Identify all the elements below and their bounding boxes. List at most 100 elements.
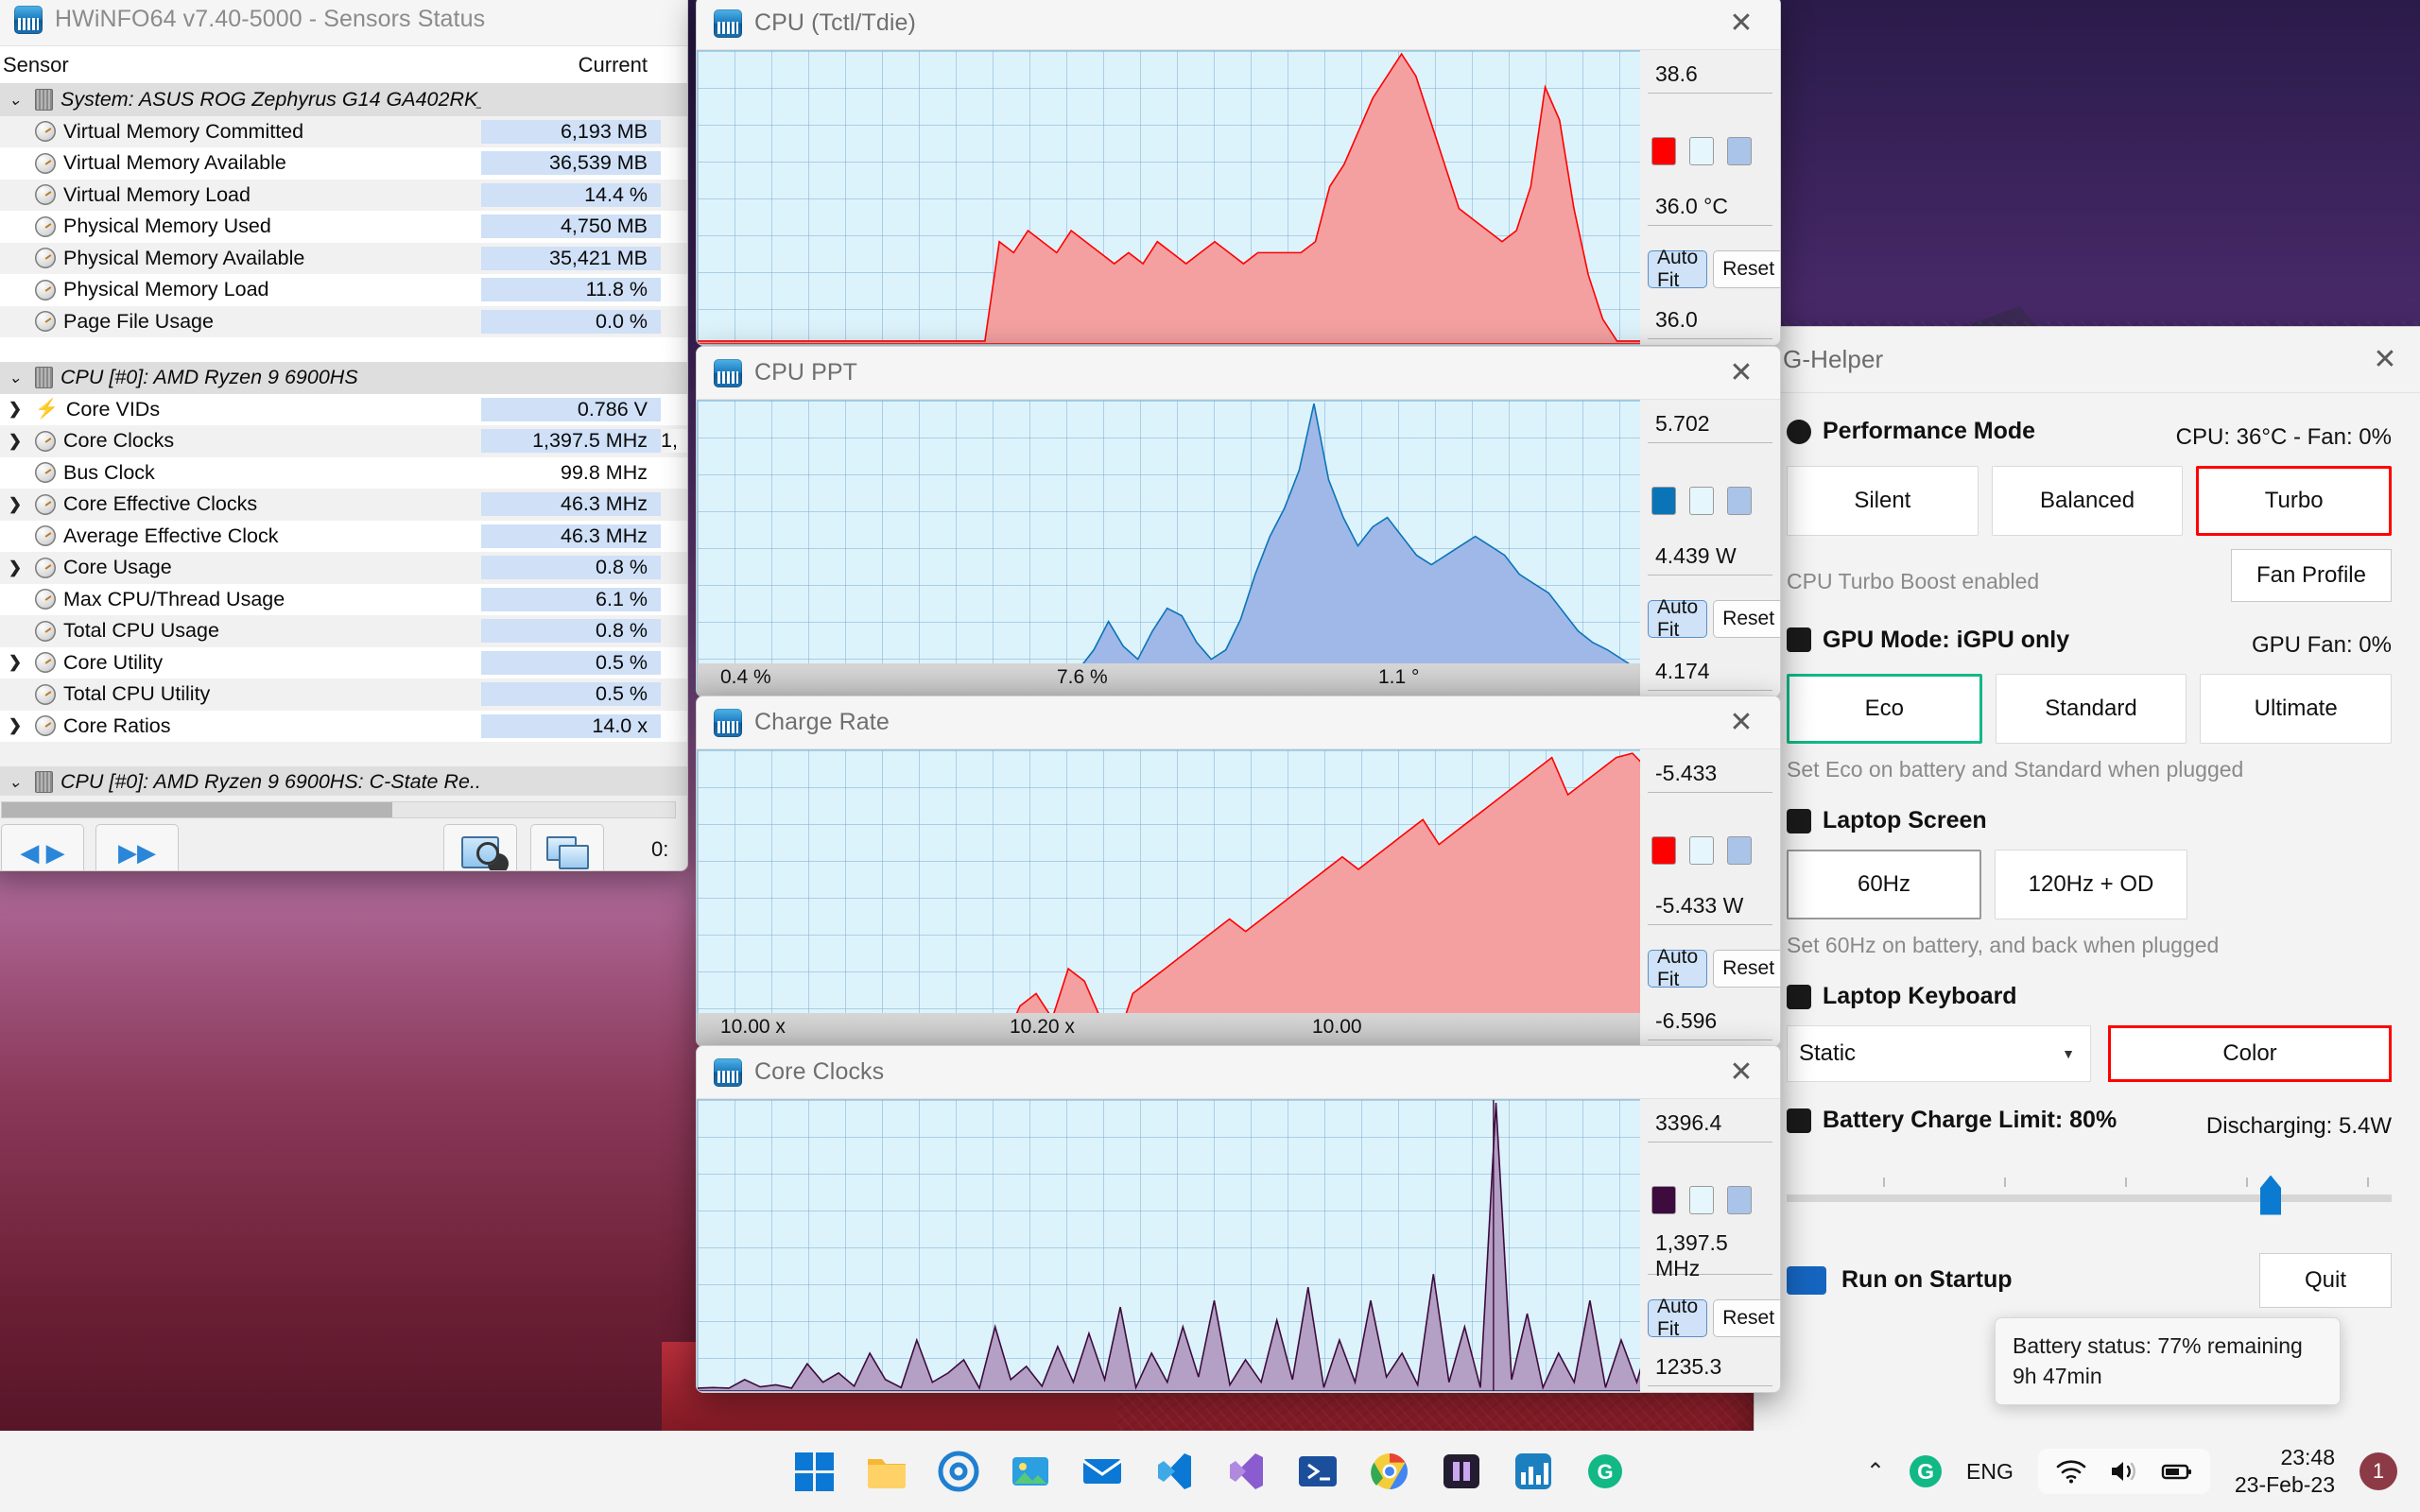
sensor-row[interactable]: Page File Usage 0.0 % (0, 305, 687, 337)
sensor-group-row[interactable]: ⌄ CPU [#0]: AMD Ryzen 9 6900HS: C-State R… (0, 766, 687, 795)
chevron-right-icon[interactable]: ❯ (8, 431, 23, 450)
taskbar-icon-chrome[interactable] (1368, 1450, 1411, 1493)
taskbar-clock[interactable]: 23:48 23-Feb-23 (2235, 1444, 2335, 1500)
screen-refresh-60hz[interactable]: 60Hz (1787, 850, 1981, 919)
graph-plot-2[interactable]: 10.00 x 10.20 x 10.00 (697, 749, 1640, 1046)
taskbar-icon-g-helper[interactable]: G (1583, 1450, 1627, 1493)
quit-button[interactable]: Quit (2259, 1252, 2392, 1308)
close-icon[interactable]: ✕ (1729, 707, 1754, 738)
taskbar-icon-photos[interactable] (1009, 1450, 1052, 1493)
gpu-mode-eco[interactable]: Eco (1787, 674, 1982, 744)
background-color-swatch[interactable] (1689, 1186, 1714, 1214)
graph-window-cpu-ppt[interactable]: CPU PPT ✕ 0.4 % 7.6 % 1.1 ° 5.702 (696, 346, 1781, 697)
reset-button[interactable]: Reset (1713, 1299, 1780, 1337)
taskbar-icon-file-explorer[interactable] (865, 1450, 908, 1493)
sensor-row[interactable]: ❯ Core Usage 0.8 % (0, 552, 687, 584)
reset-button[interactable]: Reset (1713, 250, 1780, 288)
run-on-startup-row[interactable]: Run on Startup (1787, 1265, 2013, 1295)
gpu-mode-ultimate[interactable]: Ultimate (2200, 674, 2393, 744)
sensor-table-body[interactable]: ⌄ System: ASUS ROG Zephyrus G14 GA402RK_.… (0, 84, 687, 795)
performance-mode-silent[interactable]: Silent (1787, 465, 1979, 536)
graph-plot-3[interactable] (697, 1099, 1640, 1392)
nav-back-button[interactable]: ◀ ▶ (1, 824, 84, 870)
sensor-row[interactable]: Total CPU Utility 0.5 % (0, 679, 687, 711)
series-color-swatch[interactable] (1651, 487, 1676, 515)
tray-icon-g-helper[interactable]: G (1910, 1455, 1943, 1487)
ghelper-window[interactable]: G-Helper ✕ Performance Mode CPU: 36°C - … (1754, 326, 2420, 1455)
taskbar-icon-settings-gear[interactable] (937, 1450, 980, 1493)
grid-color-swatch[interactable] (1727, 137, 1752, 165)
sensor-row[interactable]: Physical Memory Load 11.8 % (0, 274, 687, 306)
graph-plot-1[interactable]: 0.4 % 7.6 % 1.1 ° (697, 400, 1640, 696)
notification-badge[interactable]: 1 (2360, 1452, 2397, 1490)
taskbar-icon-visual-studio[interactable] (1224, 1450, 1268, 1493)
background-color-swatch[interactable] (1689, 836, 1714, 865)
reset-button[interactable]: Reset (1713, 950, 1780, 988)
sensor-inspect-button[interactable] (443, 824, 517, 870)
grid-color-swatch[interactable] (1727, 836, 1752, 865)
sensor-row[interactable]: Physical Memory Available 35,421 MB (0, 242, 687, 274)
grid-color-swatch[interactable] (1727, 487, 1752, 515)
tray-language[interactable]: ENG (1966, 1458, 2014, 1484)
series-color-swatch[interactable] (1651, 1186, 1676, 1214)
keyboard-color-button[interactable]: Color (2108, 1025, 2392, 1082)
chevron-right-icon[interactable]: ❯ (8, 400, 23, 419)
taskbar-icon-hwinfo[interactable] (1512, 1450, 1555, 1493)
sensor-layout-button[interactable] (530, 824, 604, 870)
sensor-group-row[interactable]: ⌄ CPU [#0]: AMD Ryzen 9 6900HS (0, 362, 687, 394)
auto-fit-button[interactable]: Auto Fit (1648, 247, 1708, 291)
keyboard-mode-select[interactable]: Static ▼ (1787, 1025, 2091, 1082)
sensor-row[interactable]: Bus Clock 99.8 MHz (0, 457, 687, 490)
close-icon[interactable]: ✕ (1729, 357, 1754, 388)
background-color-swatch[interactable] (1689, 137, 1714, 165)
graph-window-core-clocks[interactable]: Core Clocks ✕ 3396.4 1,397.5 MHz Auto Fi… (696, 1045, 1781, 1393)
graph-window-cpu-temp[interactable]: CPU (Tctl/Tdie) ✕ 38.6 36.0 °C Auto Fit … (696, 0, 1781, 346)
sensor-row[interactable]: ❯ Core Effective Clocks 46.3 MHz (0, 489, 687, 521)
horizontal-scrollbar[interactable] (1, 801, 676, 818)
tray-quick-settings[interactable] (2037, 1449, 2210, 1494)
screen-refresh-120hz[interactable]: 120Hz + OD (1995, 850, 2187, 919)
chevron-right-icon[interactable]: ❯ (8, 653, 23, 672)
series-color-swatch[interactable] (1651, 836, 1676, 865)
close-icon[interactable]: ✕ (1729, 8, 1754, 39)
hwinfo-sensors-window[interactable]: HWiNFO64 v7.40-5000 - Sensors Status Sen… (0, 0, 688, 871)
taskbar-icon-vscode[interactable] (1152, 1450, 1196, 1493)
taskbar-icon-start-windows[interactable] (793, 1450, 837, 1493)
close-icon[interactable]: ✕ (2373, 344, 2397, 375)
performance-mode-balanced[interactable]: Balanced (1991, 465, 2184, 536)
sensor-row[interactable]: Physical Memory Used 4,750 MB (0, 211, 687, 243)
auto-fit-button[interactable]: Auto Fit (1648, 1296, 1708, 1340)
grid-color-swatch[interactable] (1727, 1186, 1752, 1214)
sensor-row[interactable]: ❯ Core Ratios 14.0 x (0, 711, 687, 743)
chevron-down-icon[interactable]: ⌄ (8, 90, 23, 109)
sensor-row[interactable]: ❯ ⚡ Core VIDs 0.786 V (0, 394, 687, 426)
sensor-row[interactable]: Virtual Memory Committed 6,193 MB (0, 115, 687, 147)
chevron-down-icon[interactable]: ⌄ (8, 772, 23, 791)
graph-window-charge-rate[interactable]: Charge Rate ✕ 10.00 x 10.20 x 10.00 -5.4… (696, 696, 1781, 1047)
graph-plot-0[interactable] (697, 50, 1640, 345)
sensor-group-row[interactable]: ⌄ System: ASUS ROG Zephyrus G14 GA402RK_.… (0, 84, 687, 116)
reset-button[interactable]: Reset (1713, 600, 1780, 638)
auto-fit-button[interactable]: Auto Fit (1648, 946, 1708, 990)
series-color-swatch[interactable] (1651, 137, 1676, 165)
run-on-startup-toggle[interactable] (1787, 1265, 1826, 1295)
taskbar-icon-obsidian[interactable] (1440, 1450, 1483, 1493)
sensor-row[interactable]: ❯ Core Clocks 1,397.5 MHz 1, (0, 425, 687, 457)
auto-fit-button[interactable]: Auto Fit (1648, 596, 1708, 641)
background-color-swatch[interactable] (1689, 487, 1714, 515)
nav-forward-button[interactable]: ▶▶ (95, 824, 179, 870)
battery-charge-slider[interactable] (1787, 1155, 2392, 1225)
close-icon[interactable]: ✕ (1729, 1057, 1754, 1088)
sensor-row[interactable]: Virtual Memory Available 36,539 MB (0, 147, 687, 180)
taskbar-icon-powershell[interactable] (1296, 1450, 1340, 1493)
tray-expand-icon[interactable]: ⌃ (1865, 1458, 1886, 1485)
chevron-down-icon[interactable]: ⌄ (8, 368, 23, 387)
slider-thumb[interactable] (2260, 1175, 2281, 1215)
sensor-row[interactable]: Max CPU/Thread Usage 6.1 % (0, 584, 687, 616)
sensor-row[interactable]: Average Effective Clock 46.3 MHz (0, 521, 687, 553)
sensor-row[interactable]: Total CPU Usage 0.8 % (0, 615, 687, 647)
sensor-row[interactable]: ❯ Core Utility 0.5 % (0, 647, 687, 679)
taskbar-icon-mail[interactable] (1080, 1450, 1124, 1493)
sensor-row[interactable]: Virtual Memory Load 14.4 % (0, 179, 687, 211)
fan-profile-button[interactable]: Fan Profile (2230, 548, 2392, 602)
